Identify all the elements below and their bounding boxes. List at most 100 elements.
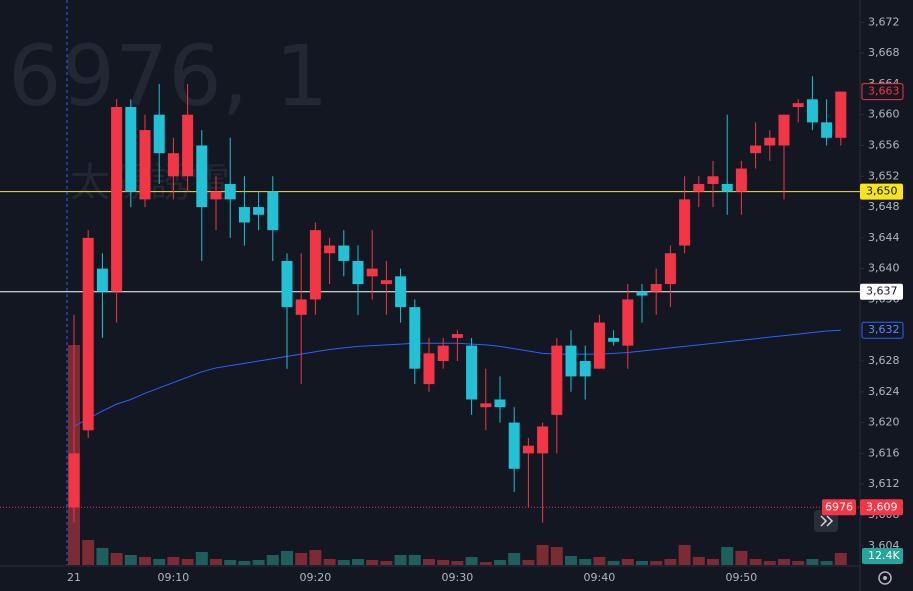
scroll-icon [820,515,834,527]
last-price-box [861,83,904,101]
candle-body [466,345,478,400]
candle-body [679,199,691,246]
candle-body [395,276,407,308]
candle-body [565,345,577,377]
vwap-label-box [861,321,904,339]
candle-body [579,361,591,377]
price-label: 3,650 [866,185,898,198]
volume-bar [252,559,265,565]
candle-body [707,176,719,184]
candle-body [324,245,336,254]
candle-body [778,114,790,146]
volume-bar [82,539,95,565]
candle-body [451,334,463,338]
x-tick-label: 09:10 [158,571,190,584]
candle-body [764,137,776,146]
settings-icon [883,576,887,580]
y-tick-label: 3,612 [868,477,900,490]
candle-body [693,183,705,192]
candle-body [494,399,506,408]
candle-body [96,268,108,292]
volume-label-box [862,548,903,564]
volume-bar [110,552,123,565]
price-label-box [860,183,903,200]
x-tick-label: 09:50 [726,571,758,584]
volume-bar [437,559,450,565]
candle-body [835,91,847,138]
volume-bar [394,555,407,565]
candle-body [551,345,563,415]
volume-bar [366,559,379,565]
settings-button[interactable] [878,571,892,585]
y-tick-label: 3,616 [868,446,900,459]
volume-bar [778,558,790,565]
volume-bar [508,552,521,565]
volume-bar [536,544,549,565]
candle-body [111,106,123,292]
y-tick-label: 3,640 [868,262,900,275]
volume-bar [153,558,166,565]
candle-body [309,230,321,300]
volume-bar [579,558,592,565]
candle-body [182,114,194,177]
candle-body [196,145,208,208]
volume-bar [565,555,577,565]
candle-body [409,307,421,369]
volume-bar [281,550,293,565]
volume-bar [352,558,364,565]
y-tick-label: 3,644 [868,231,900,244]
x-tick-label: 09:40 [584,571,616,584]
candle-body [295,299,307,315]
volume-label: 12.4K [868,549,900,562]
volume-bar [465,556,478,565]
candle-body [480,403,492,408]
volume-bar [238,561,251,565]
candle-body [238,207,250,223]
candle-body [125,106,137,192]
candle-body [593,322,605,369]
y-tick-label: 3,648 [868,200,900,213]
candle-body [338,245,350,261]
candle-body [608,337,620,342]
volume-bar [224,559,237,565]
candle-body [508,422,520,469]
volume-bar [522,559,535,565]
price-tag: 6976 [825,500,853,513]
candle-body [650,284,662,292]
volume-bar [636,561,648,565]
y-tick-label: 3,652 [868,169,900,182]
candle-body [210,191,222,200]
candle-body [281,260,293,308]
candle-body [750,145,762,154]
volume-bar [763,561,776,565]
candle-body [806,99,818,123]
y-tick-label: 3,628 [868,354,900,367]
volume-bar [749,558,762,565]
candle-body [636,291,648,296]
volume-bar [494,559,506,565]
volume-bar [692,556,705,565]
volume-bar [479,561,492,565]
volume-bar [664,558,677,565]
candle-body [82,237,94,431]
volume-bar [181,558,194,565]
price-label-box [860,499,903,516]
volume-bar [96,547,109,565]
candle-body [352,260,364,285]
volume-bar [323,558,336,565]
volume-bar [451,561,464,565]
volume-bar [408,555,421,565]
candle-body [721,183,733,192]
price-label: 3,637 [866,285,898,298]
candle-body [537,426,549,454]
candle-body [423,353,435,385]
volume-bar [792,561,805,565]
volume-bar [266,555,279,565]
y-tick-label: 3,624 [868,385,900,398]
volume-bar [295,552,308,565]
price-label-box [860,283,903,300]
volume-bar [139,556,151,565]
volume-bar [650,561,663,565]
volume-bar [124,555,137,565]
